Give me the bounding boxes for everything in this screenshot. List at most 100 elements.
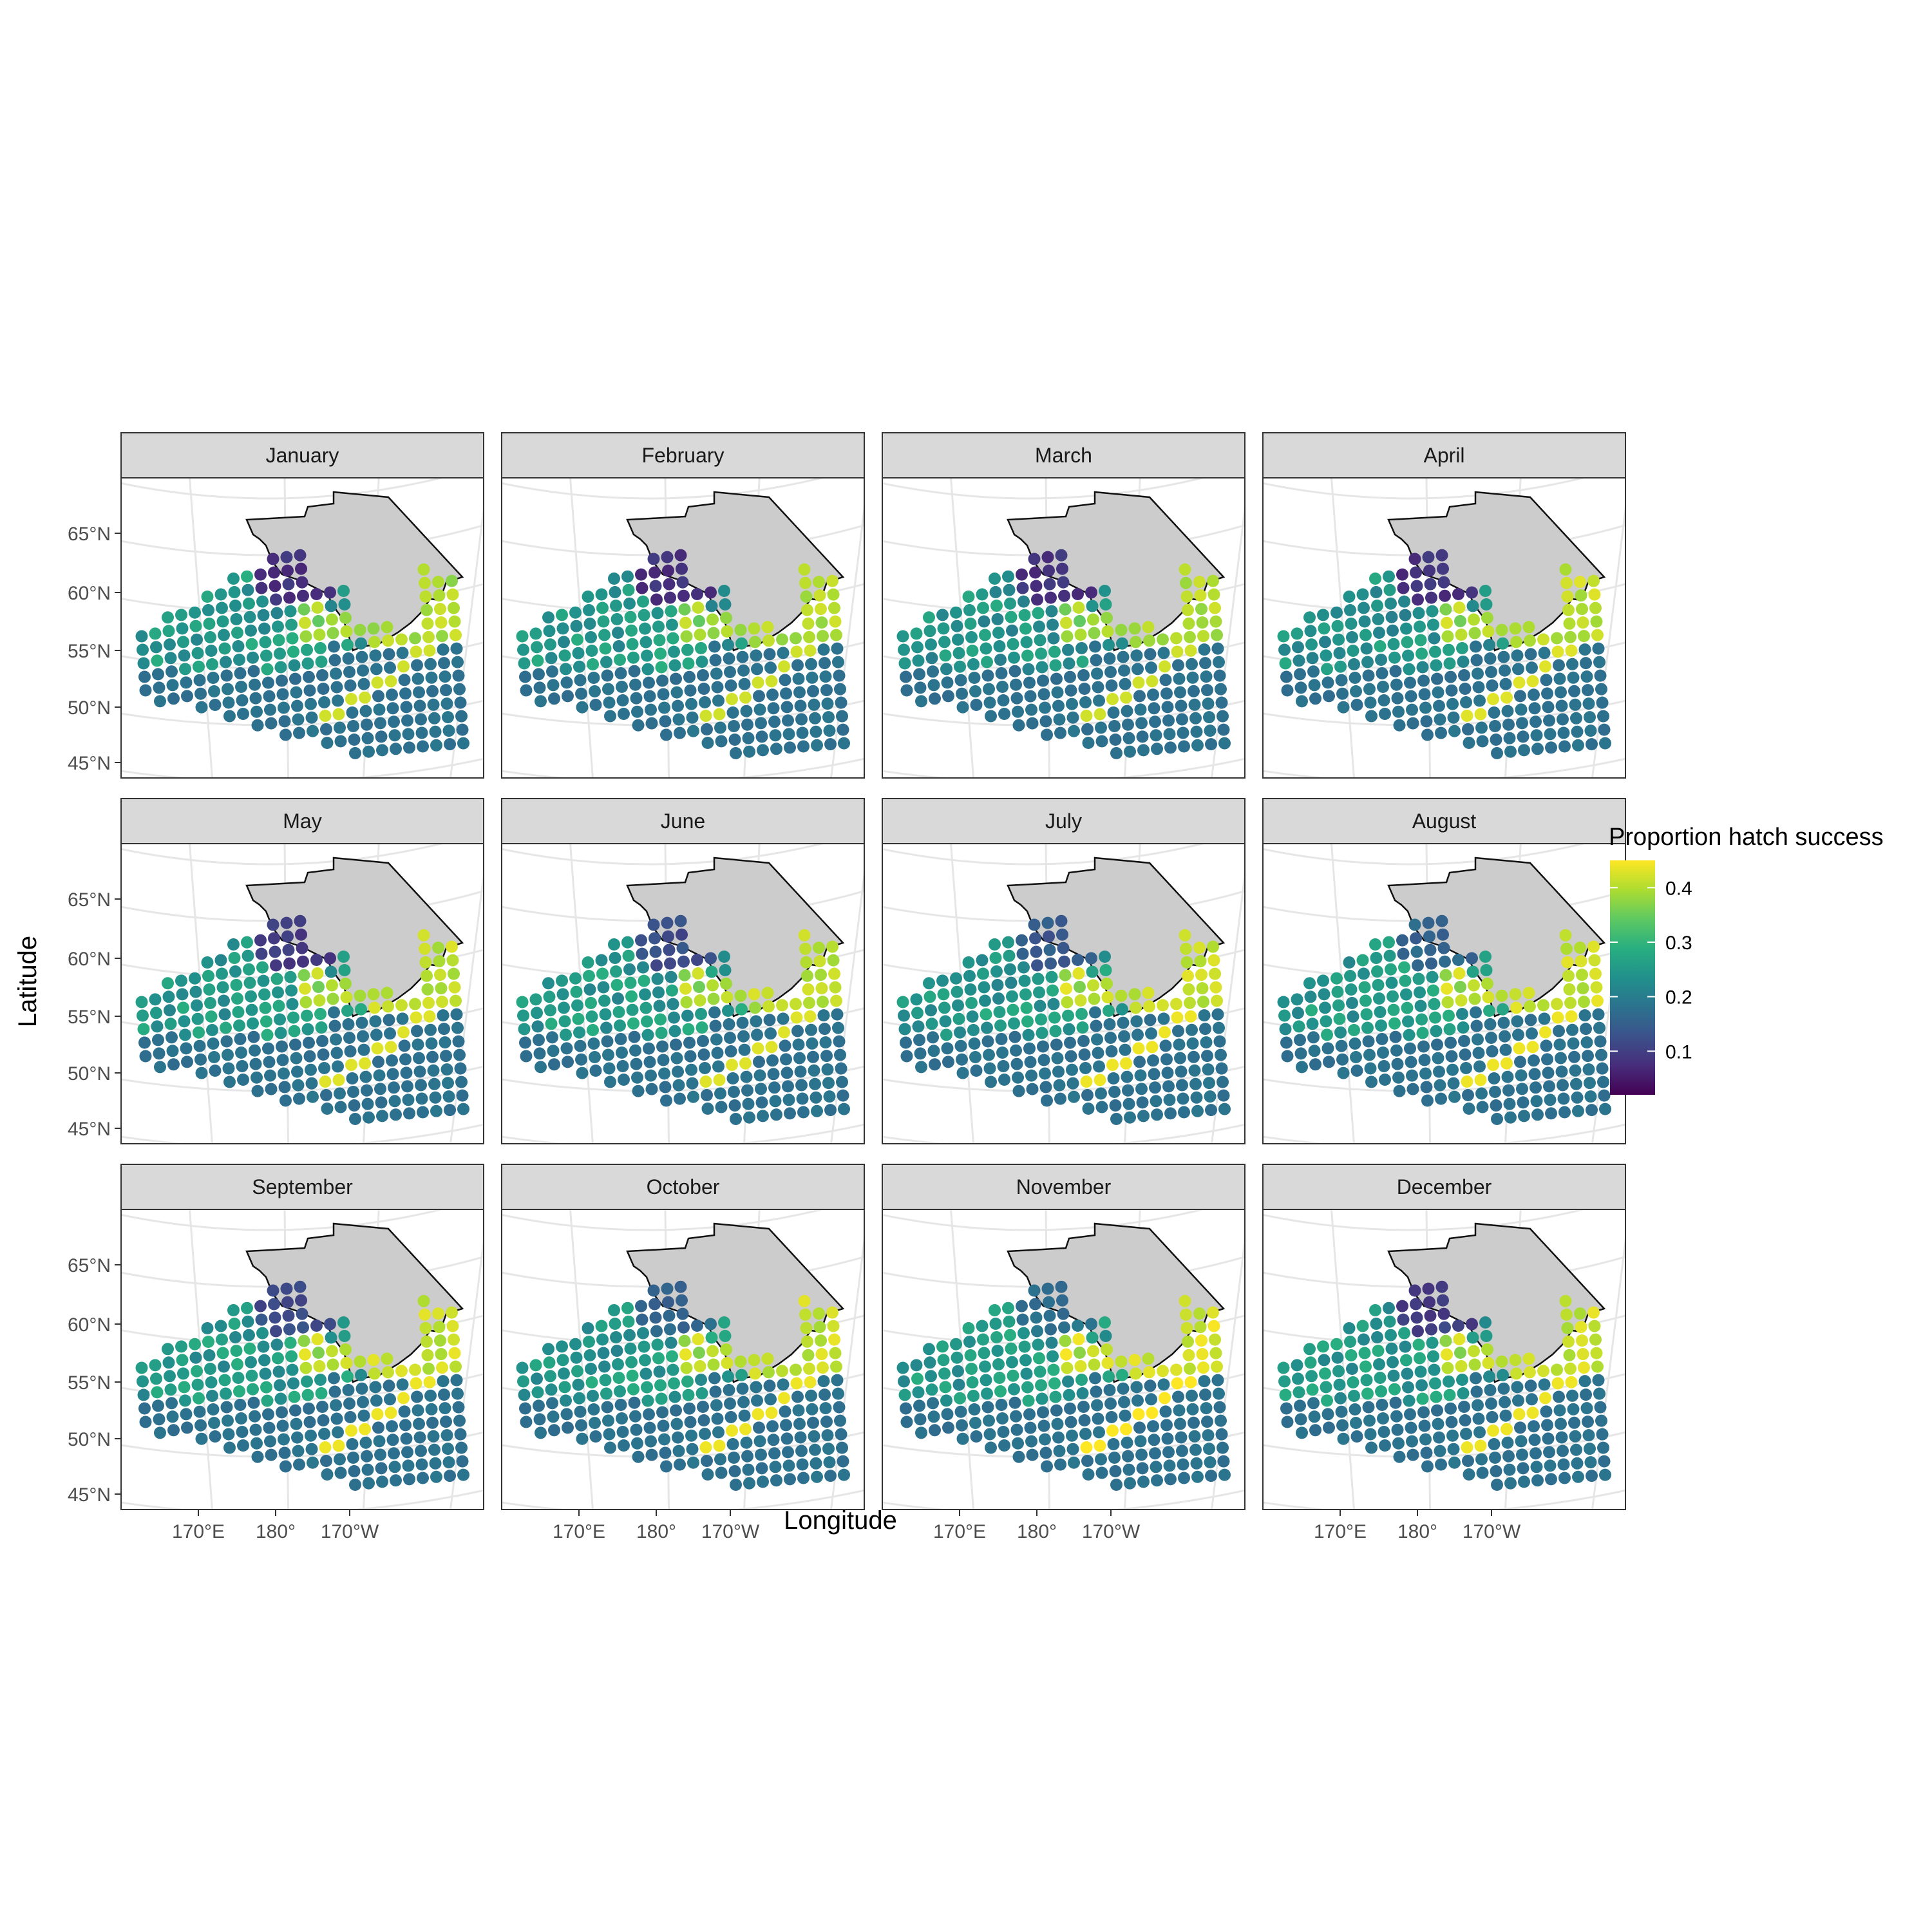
data-point [1466, 1318, 1478, 1331]
data-point [929, 1058, 941, 1071]
y-axis-title: Latitude [14, 936, 42, 1027]
data-point [251, 705, 263, 718]
data-point [1188, 698, 1201, 711]
data-point [1105, 679, 1118, 692]
data-point [305, 1443, 318, 1455]
data-point [456, 723, 469, 736]
data-point [357, 1030, 369, 1043]
data-point [817, 1009, 830, 1022]
data-point [193, 1392, 205, 1405]
data-point [805, 658, 817, 670]
data-point [1541, 1419, 1553, 1432]
data-point [1515, 1435, 1528, 1448]
data-point [1029, 566, 1041, 579]
data-point [706, 979, 719, 992]
data-point [767, 1068, 780, 1081]
data-point [940, 1394, 952, 1407]
data-point [1414, 620, 1426, 633]
data-point [395, 1365, 408, 1378]
data-point [1562, 1335, 1575, 1348]
data-point [1578, 996, 1590, 1009]
data-point [218, 994, 230, 1007]
data-point [896, 996, 909, 1009]
data-point [301, 657, 314, 670]
data-point [533, 1034, 545, 1046]
data-point [450, 1374, 463, 1387]
latitude-gridline [1263, 478, 1587, 500]
x-tick-label: 170°E [553, 1521, 605, 1542]
facet-strip [501, 1164, 865, 1210]
data-point [1066, 1077, 1079, 1090]
data-point [1278, 1375, 1291, 1388]
data-point [708, 640, 721, 653]
data-point [782, 1094, 795, 1106]
data-point [1410, 566, 1422, 579]
data-point [220, 656, 232, 668]
data-point [752, 676, 764, 689]
data-point [672, 1065, 684, 1078]
data-point [301, 1375, 313, 1388]
data-point [1047, 1363, 1060, 1376]
data-point [650, 1325, 663, 1338]
data-point [677, 589, 690, 602]
data-point [705, 1318, 717, 1331]
data-point [1383, 1302, 1395, 1314]
data-point [666, 984, 678, 997]
data-point [1439, 955, 1451, 968]
data-point [1081, 1455, 1094, 1467]
data-point [1105, 1411, 1118, 1423]
data-point [1088, 627, 1101, 639]
data-point [319, 710, 332, 722]
data-point [1453, 1333, 1466, 1345]
data-point [1184, 1376, 1197, 1388]
data-point [1497, 1368, 1509, 1381]
data-point [1059, 969, 1072, 981]
data-point [596, 601, 609, 614]
data-point [411, 659, 423, 672]
data-point [1448, 1456, 1461, 1469]
data-point [1122, 1463, 1135, 1476]
data-point [674, 914, 687, 927]
data-point [1350, 1051, 1362, 1063]
data-point [1522, 621, 1535, 634]
data-point [724, 679, 737, 692]
data-point [1205, 1470, 1217, 1482]
data-point [1540, 1039, 1553, 1052]
data-point [1132, 676, 1145, 689]
panel-border [882, 843, 1245, 1144]
data-point [781, 701, 793, 714]
data-point [283, 957, 296, 970]
data-point [1159, 1405, 1172, 1418]
data-point [1562, 969, 1575, 982]
data-point [381, 987, 393, 999]
data-point [1570, 1443, 1582, 1456]
data-point [740, 1070, 753, 1083]
data-point [1576, 1334, 1588, 1347]
data-point [693, 1347, 705, 1359]
data-point [1393, 1450, 1406, 1463]
data-point [719, 964, 732, 976]
data-point [1463, 1468, 1475, 1481]
data-point [249, 678, 261, 691]
data-point [230, 1345, 243, 1357]
data-point [288, 1025, 301, 1037]
data-point [674, 549, 687, 562]
data-point [1012, 1084, 1025, 1097]
data-point [1427, 618, 1439, 631]
data-point [436, 1361, 448, 1374]
data-point [649, 1298, 661, 1311]
data-point [1373, 992, 1385, 1005]
data-point [652, 620, 665, 633]
data-point [1474, 1439, 1487, 1452]
data-point [1443, 1388, 1456, 1401]
data-point [1491, 1113, 1503, 1125]
data-point [1134, 1069, 1147, 1082]
data-point [1424, 578, 1437, 591]
data-point [519, 1036, 531, 1049]
data-point [303, 1036, 315, 1049]
data-point [413, 1417, 425, 1430]
data-point [355, 1003, 367, 1016]
data-point [425, 1403, 438, 1416]
data-point [1045, 605, 1058, 618]
data-point [655, 661, 668, 674]
